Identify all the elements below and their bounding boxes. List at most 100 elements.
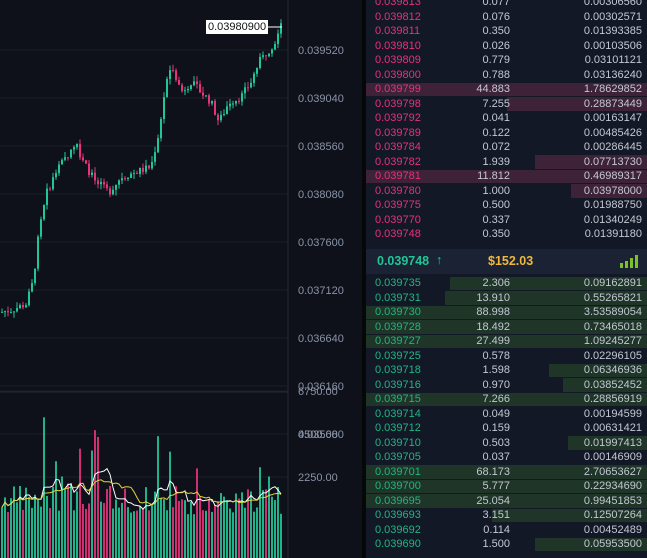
ask-row[interactable]: 0.039789 0.122 0.00485426 [366,126,647,141]
bid-row[interactable]: 0.039712 0.159 0.00631421 [366,421,647,436]
amount-cell: 0.503 [482,436,510,449]
amount-cell: 3.151 [482,509,510,521]
depth-bar [366,82,647,96]
bid-row[interactable]: 0.039701 68.173 2.70653627 [366,465,647,480]
bid-row[interactable]: 0.039731 13.910 0.55265821 [366,291,647,306]
ask-row[interactable]: 0.039809 0.779 0.03101121 [366,53,647,68]
ask-row[interactable]: 0.039798 7.255 0.28873449 [366,97,647,112]
bid-row[interactable]: 0.039727 27.499 1.09245277 [366,334,647,349]
price-cell: 0.039693 [375,509,421,521]
amount-cell: 27.499 [476,335,510,347]
bid-row[interactable]: 0.039695 25.054 0.99451853 [366,494,647,509]
volume-bar [124,488,126,558]
volume-bar [100,501,102,558]
total-cell: 1.78629852 [583,83,642,95]
depth-bar [366,392,647,406]
candle-up [1,311,3,313]
total-cell: 0.00163147 [583,112,642,124]
price-cell: 0.039730 [375,306,421,318]
amount-cell: 0.350 [482,25,510,37]
signal-bars-icon[interactable] [620,255,640,268]
amount-cell: 68.173 [476,465,510,478]
price-axis-label: 0.039520 [298,45,344,57]
total-cell: 0.01340249 [583,213,642,226]
ask-row[interactable]: 0.039780 1.000 0.03978000 [366,184,647,199]
volume-bar [151,504,153,558]
ask-row[interactable]: 0.039799 44.883 1.78629852 [366,82,647,97]
candle-up [193,81,195,86]
amount-cell: 0.076 [482,10,510,23]
bid-row[interactable]: 0.039718 1.598 0.06346936 [366,363,647,378]
bid-row[interactable]: 0.039692 0.114 0.00452489 [366,523,647,538]
ask-row[interactable]: 0.039782 1.939 0.07713730 [366,155,647,170]
bid-row[interactable]: 0.039710 0.503 0.01997413 [366,436,647,451]
volume-bar [31,507,33,558]
bid-row[interactable]: 0.039728 18.492 0.73465018 [366,320,647,335]
ask-row[interactable]: 0.039784 0.072 0.00286445 [366,140,647,155]
depth-bar [366,305,647,319]
bid-row[interactable]: 0.039725 0.578 0.02296105 [366,349,647,364]
candle-up [121,178,123,181]
ask-row[interactable]: 0.039800 0.788 0.03136240 [366,68,647,83]
total-cell: 0.07713730 [583,155,642,168]
price-axis-label: 0.039040 [298,93,344,105]
bid-row[interactable]: 0.039714 0.049 0.00194599 [366,407,647,422]
candle-down [148,165,150,169]
total-cell: 0.28873449 [583,97,642,110]
volume-ma-long [1,479,282,508]
total-cell: 0.00306560 [583,0,642,8]
candle-down [175,70,177,80]
total-cell: 0.00146909 [583,451,642,463]
bid-row[interactable]: 0.039735 2.306 0.09162891 [366,276,647,291]
volume-bar [118,507,120,558]
amount-cell: 0.337 [482,213,510,226]
volume-bar [268,476,270,558]
ask-row[interactable]: 0.039792 0.041 0.00163147 [366,111,647,126]
price-cell: 0.039728 [375,320,421,333]
volume-bar [220,493,222,558]
total-cell: 0.01988750 [583,199,642,211]
candle-up [73,147,75,150]
candle-down [247,87,249,89]
volume-bar [157,436,159,558]
price-axis-label: 0.037600 [298,237,344,249]
bid-row[interactable]: 0.039700 5.777 0.22934690 [366,479,647,494]
candle-up [259,56,261,68]
volume-bar [178,501,180,558]
panel-divider[interactable] [362,0,366,558]
ask-row[interactable]: 0.039770 0.337 0.01340249 [366,213,647,228]
volume-bar [103,503,105,558]
ask-row[interactable]: 0.039781 11.812 0.46989317 [366,169,647,184]
volume-bar [70,483,72,558]
bid-row[interactable]: 0.039730 88.998 3.53589054 [366,305,647,320]
last-price-ticker: 0.039748 ↑ $152.03 [366,249,647,274]
amount-cell: 1.500 [482,538,510,550]
volume-axis-label: 6750.00 [298,386,338,398]
candle-up [190,85,192,89]
candle-up [277,33,279,44]
candlestick-chart[interactable]: 0.039520 0.039040 0.038560 0.038080 0.037600… [0,0,362,558]
candle-down [178,79,180,85]
candle-up [256,67,258,74]
bid-row[interactable]: 0.039716 0.970 0.03852452 [366,378,647,393]
ask-row[interactable]: 0.039813 0.077 0.00306560 [366,0,647,10]
price-cell: 0.039700 [375,480,421,492]
bid-row[interactable]: 0.039705 0.037 0.00146909 [366,450,647,465]
volume-bar [130,512,132,558]
chart-panel[interactable]: 0.039520 0.039040 0.038560 0.038080 0.037600… [0,0,362,558]
ask-row[interactable]: 0.039812 0.076 0.00302571 [366,10,647,25]
volume-bar [250,491,252,558]
volume-bar [79,448,81,558]
price-cell: 0.039770 [375,213,421,226]
ask-row[interactable]: 0.039810 0.026 0.00103506 [366,39,647,54]
volume-bar [73,510,75,558]
candle-up [169,70,171,79]
price-cell: 0.039731 [375,291,421,304]
bid-row[interactable]: 0.039715 7.266 0.28856919 [366,392,647,407]
ask-row[interactable]: 0.039811 0.350 0.01393385 [366,24,647,39]
ask-row[interactable]: 0.039775 0.500 0.01988750 [366,198,647,213]
bid-row[interactable]: 0.039693 3.151 0.12507264 [366,508,647,523]
bid-row[interactable]: 0.039690 1.500 0.05953500 [366,537,647,552]
ask-row[interactable]: 0.039748 0.350 0.01391180 [366,227,647,242]
price-cell: 0.039810 [375,39,421,52]
